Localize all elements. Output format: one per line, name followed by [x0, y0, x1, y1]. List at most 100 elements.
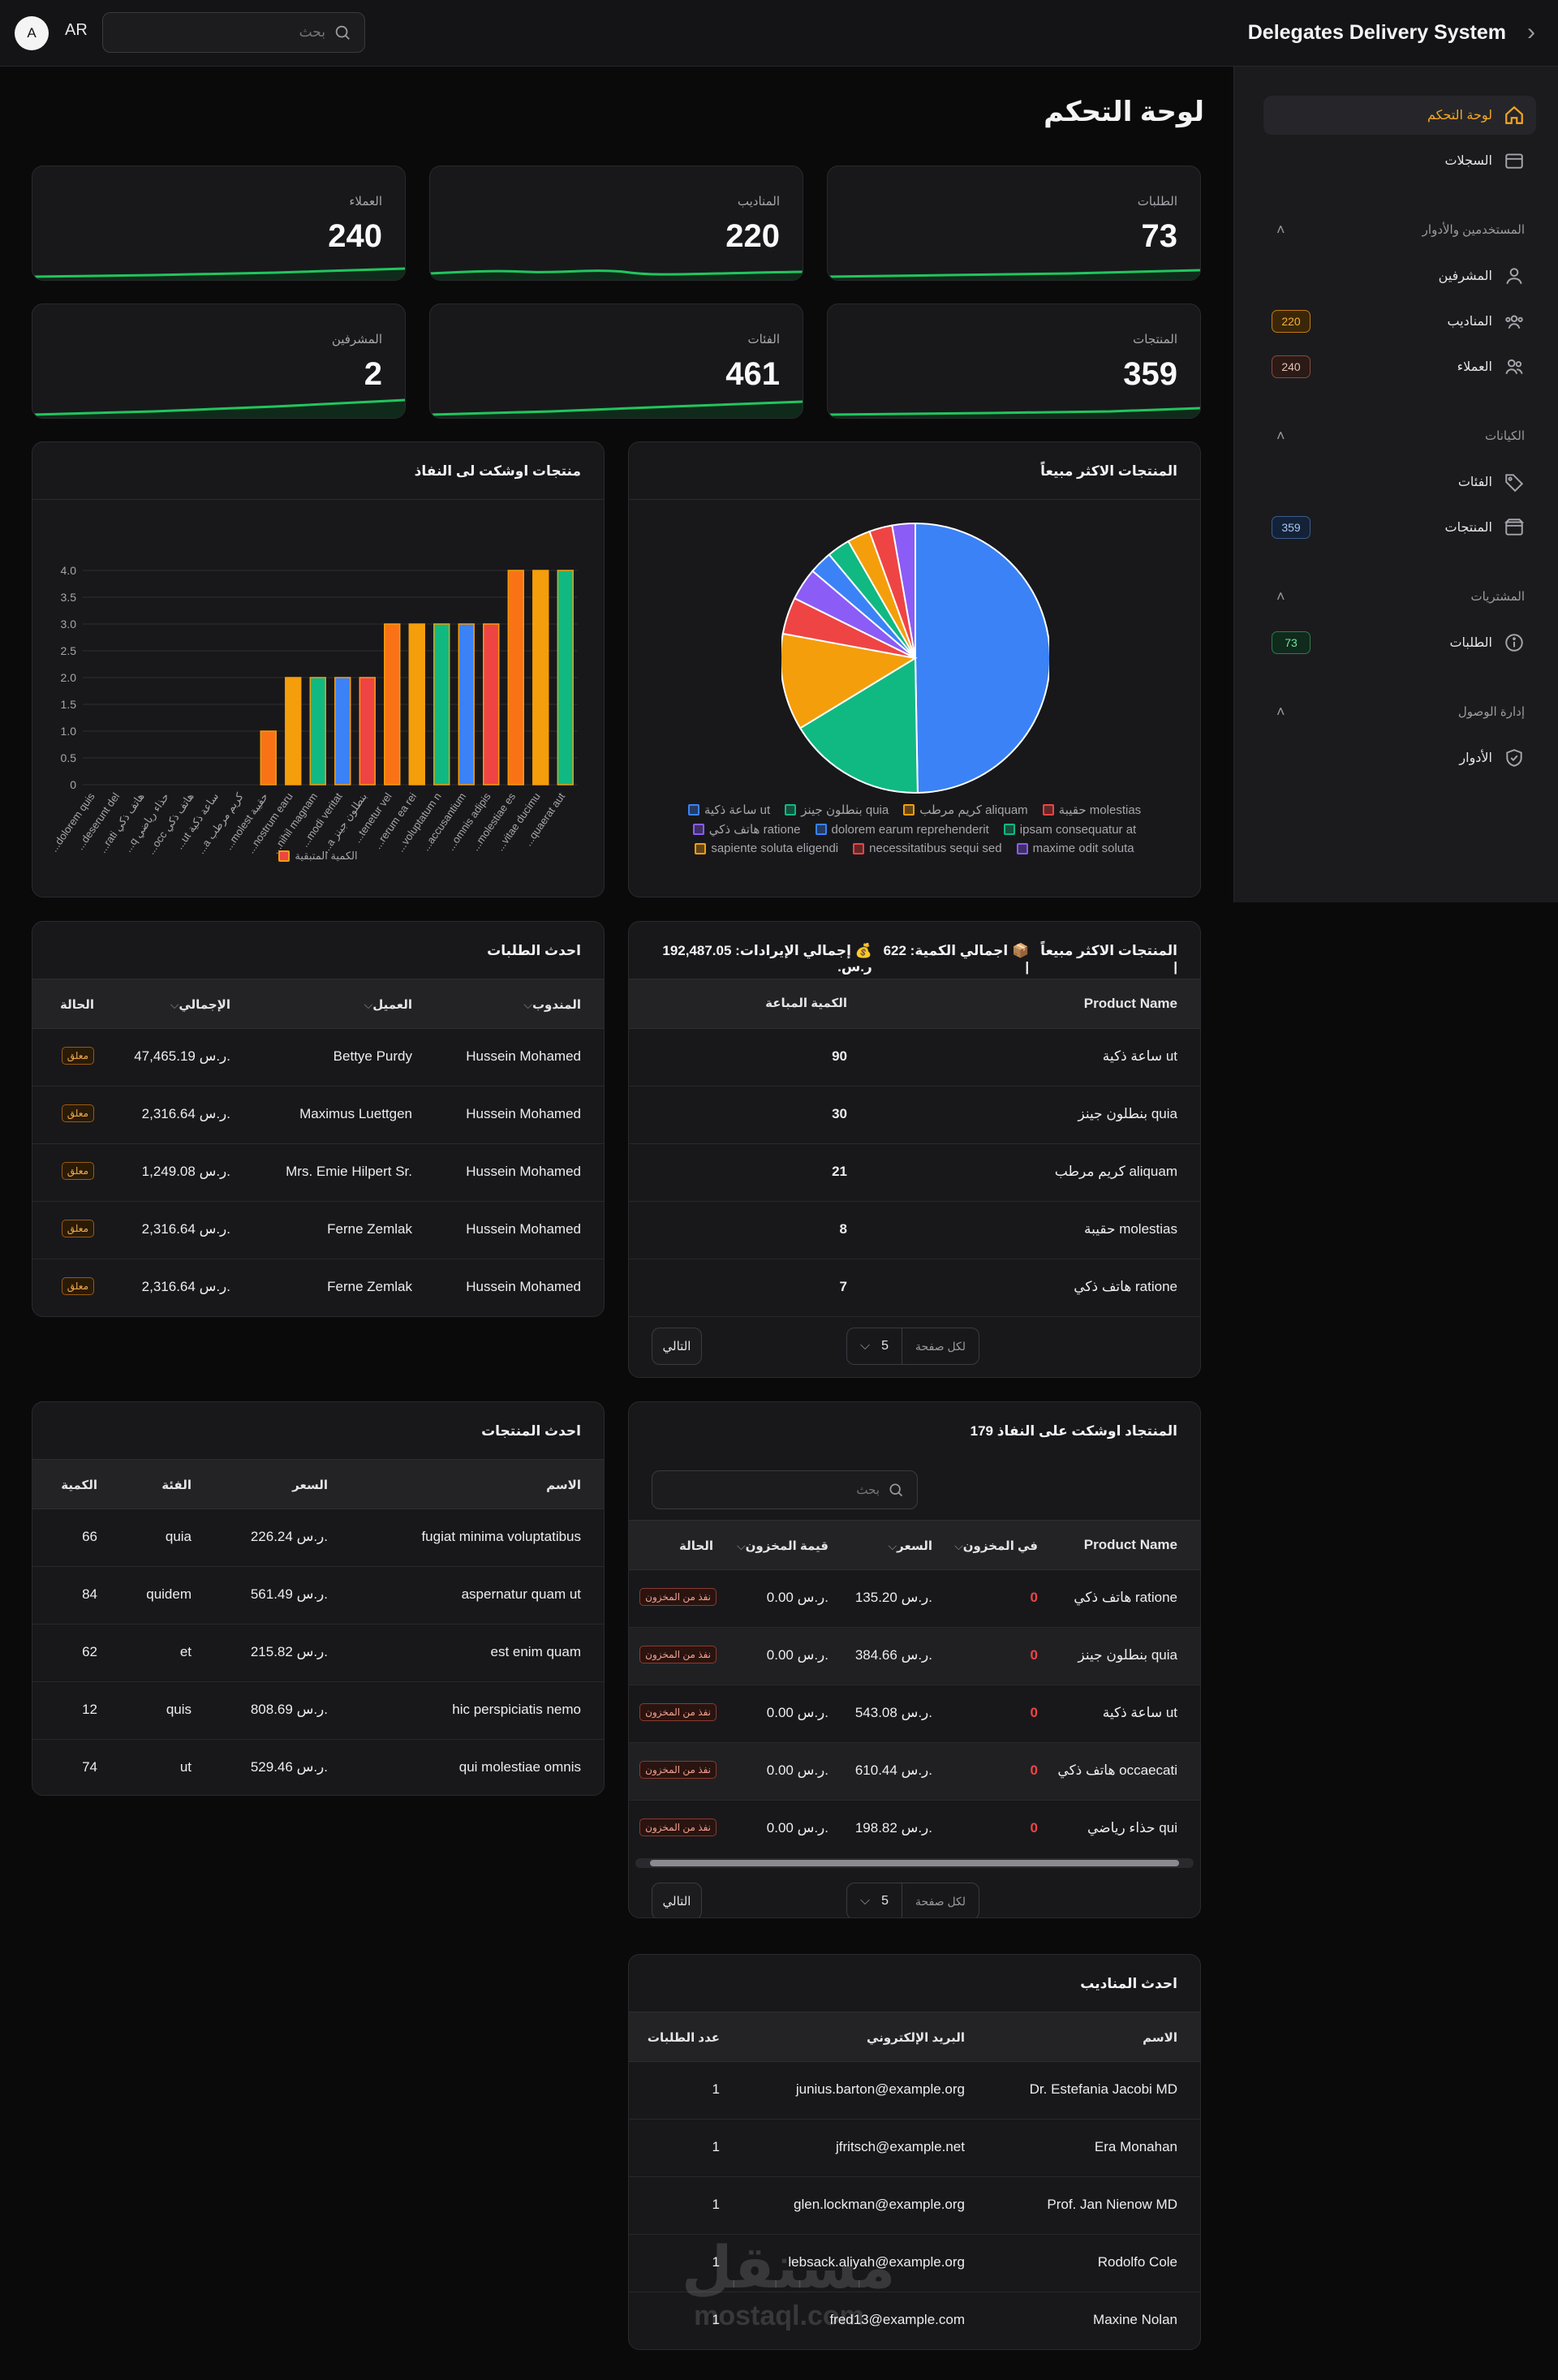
table-row[interactable]: بنطلون جينز quia 30: [629, 1087, 1200, 1144]
column-header-stock-value[interactable]: ⌵قيمة المخزون: [732, 1539, 828, 1553]
table-row[interactable]: بنطلون جينز quia 0 384.66 ر.س. 0.00 ر.س.…: [629, 1628, 1200, 1685]
chevron-right-icon[interactable]: ›: [1527, 19, 1535, 45]
sidebar-item-dashboard[interactable]: لوحة التحكم: [1263, 96, 1536, 135]
sidebar-group-users[interactable]: ˄ المستخدمين والأدوار: [1263, 217, 1536, 242]
table-row[interactable]: ساعة ذكية ut 0 543.08 ر.س. 0.00 ر.س. نفذ…: [629, 1685, 1200, 1743]
sidebar-item-logs[interactable]: السجلات: [1263, 141, 1536, 180]
legend-item[interactable]: بنطلون جينز quia: [785, 803, 889, 817]
table-row[interactable]: حقيبة molestias 8: [629, 1202, 1200, 1259]
table-row[interactable]: هاتف ذكي occaecati 0 610.44 ر.س. 0.00 ر.…: [629, 1743, 1200, 1801]
bar[interactable]: [483, 623, 500, 785]
bar[interactable]: [433, 623, 450, 785]
column-header-name[interactable]: Product Name: [1083, 996, 1177, 1011]
next-page-button[interactable]: التالي: [652, 1328, 702, 1365]
stat-card-categories[interactable]: الفئات 461: [429, 303, 803, 419]
table-row[interactable]: aspernatur quam ut 561.49 ر.س. quidem 84: [32, 1567, 604, 1625]
sidebar-item-categories[interactable]: الفئات: [1263, 463, 1536, 501]
bar[interactable]: [557, 570, 574, 785]
stat-card-products[interactable]: المنتجات 359: [827, 303, 1201, 419]
table-row[interactable]: Prof. Jan Nienow MD glen.lockman@example…: [629, 2177, 1200, 2235]
column-header-name[interactable]: الاسم: [1143, 2031, 1177, 2045]
bar[interactable]: [309, 677, 326, 785]
bar[interactable]: [384, 623, 401, 785]
stat-card-orders[interactable]: الطلبات 73: [827, 166, 1201, 281]
sidebar-group-purchases[interactable]: ˄ المشتريات: [1263, 584, 1536, 609]
sidebar-item-supervisors[interactable]: المشرفين: [1263, 256, 1536, 295]
table-row[interactable]: ساعة ذكية ut 90: [629, 1029, 1200, 1087]
sidebar-item-orders[interactable]: 73 الطلبات: [1263, 623, 1536, 662]
column-header-customer[interactable]: ⌵العميل: [359, 997, 412, 1012]
legend-item[interactable]: dolorem earum reprehenderit: [815, 822, 989, 837]
column-header-orders[interactable]: عدد الطلبات: [647, 2031, 720, 2045]
bar[interactable]: [334, 677, 351, 785]
horizontal-scrollbar[interactable]: [635, 1858, 1194, 1868]
table-row[interactable]: Maxine Nolan fred13@example.com 1: [629, 2292, 1200, 2349]
legend-item[interactable]: ساعة ذكية ut: [687, 803, 770, 817]
bar[interactable]: [260, 730, 277, 785]
table-row[interactable]: qui molestiae omnis 529.46 ر.س. ut 74: [32, 1740, 604, 1795]
pie-slice[interactable]: [891, 522, 916, 659]
pie-slice[interactable]: [781, 632, 918, 729]
table-row[interactable]: Hussein Mohamed Bettye Purdy 47,465.19 ر…: [32, 1029, 604, 1087]
scrollbar-thumb[interactable]: [650, 1860, 1179, 1866]
bar[interactable]: [408, 623, 425, 785]
global-search-input[interactable]: [131, 24, 325, 41]
column-header-name[interactable]: الاسم: [546, 1478, 581, 1492]
legend-item[interactable]: كريم مرطب aliquam: [903, 803, 1028, 817]
sidebar-item-customers[interactable]: 240 العملاء: [1263, 347, 1536, 386]
table-row[interactable]: كريم مرطب aliquam 21: [629, 1144, 1200, 1202]
table-row[interactable]: Rodolfo Cole lebsack.aliyah@example.org …: [629, 2235, 1200, 2292]
legend-item[interactable]: sapiente soluta eligendi: [695, 841, 838, 855]
column-header-delegate[interactable]: ⌵المندوب: [519, 997, 581, 1012]
bar-chart[interactable]: 00.51.01.52.02.53.03.54.0...dolorem quis…: [32, 499, 605, 856]
table-row[interactable]: fugiat minima voluptatibus 226.24 ر.س. q…: [32, 1509, 604, 1567]
table-row[interactable]: Dr. Estefania Jacobi MD junius.barton@ex…: [629, 2062, 1200, 2120]
column-header-stock[interactable]: ⌵في المخزون: [949, 1539, 1038, 1553]
table-row[interactable]: est enim quam 215.82 ر.س. et 62: [32, 1625, 604, 1682]
table-row[interactable]: هاتف ذكي ratione 0 135.20 ر.س. 0.00 ر.س.…: [629, 1570, 1200, 1628]
legend-item[interactable]: necessitatibus sequi sed: [853, 841, 1002, 855]
avatar[interactable]: A: [15, 16, 49, 50]
pie-slice[interactable]: [915, 522, 1049, 794]
next-page-button[interactable]: التالي: [652, 1883, 702, 1917]
sidebar-item-delegates[interactable]: 220 المناديب: [1263, 302, 1536, 341]
table-row[interactable]: حذاء رياضي qui 0 198.82 ر.س. 0.00 ر.س. ن…: [629, 1801, 1200, 1858]
stat-card-customers[interactable]: العملاء 240: [32, 166, 406, 281]
table-row[interactable]: Era Monahan jfritsch@example.net 1: [629, 2120, 1200, 2177]
sidebar-group-access[interactable]: ˄ إدارة الوصول: [1263, 699, 1536, 724]
table-row[interactable]: Hussein Mohamed Ferne Zemlak 2,316.64 ر.…: [32, 1259, 604, 1316]
bar[interactable]: [507, 570, 524, 785]
legend-item[interactable]: maxime odit soluta: [1016, 841, 1134, 855]
per-page-select[interactable]: لكل صفحة ⌵ 5: [846, 1883, 980, 1917]
table-row[interactable]: hic perspiciatis nemo 808.69 ر.س. quis 1…: [32, 1682, 604, 1740]
legend-item[interactable]: الكمية المتبقية: [278, 850, 358, 863]
column-header-quantity[interactable]: الكمية المباعة: [765, 996, 847, 1010]
stat-card-supervisors[interactable]: المشرفين 2: [32, 303, 406, 419]
pie-chart[interactable]: [781, 520, 1049, 796]
table-row[interactable]: هاتف ذكي ratione 7: [629, 1259, 1200, 1317]
bar[interactable]: [532, 570, 549, 785]
language-switch[interactable]: AR: [65, 21, 88, 39]
sidebar-item-products[interactable]: 359 المنتجات: [1263, 508, 1536, 547]
low-stock-search-input[interactable]: [701, 1483, 880, 1497]
column-header-name[interactable]: Product Name: [1083, 1537, 1177, 1552]
column-header-status[interactable]: الحالة: [60, 998, 94, 1012]
legend-item[interactable]: هاتف ذكي ratione: [692, 822, 801, 837]
column-header-price[interactable]: ⌵السعر: [884, 1539, 932, 1553]
column-header-quantity[interactable]: الكمية: [61, 1478, 97, 1492]
sidebar-item-roles[interactable]: الأدوار: [1263, 738, 1536, 777]
bar[interactable]: [359, 677, 376, 785]
per-page-select[interactable]: لكل صفحة ⌵ 5: [846, 1328, 980, 1365]
pie-slice[interactable]: [798, 656, 919, 794]
column-header-email[interactable]: البريد الإلكتروني: [867, 2031, 965, 2045]
column-header-status[interactable]: الحالة: [679, 1539, 713, 1553]
legend-item[interactable]: حقيبة molestias: [1042, 803, 1141, 817]
sidebar-group-entities[interactable]: ˄ الكيانات: [1263, 424, 1536, 448]
column-header-total[interactable]: ⌵الإجمالي: [166, 997, 230, 1012]
column-header-category[interactable]: الفئة: [161, 1478, 192, 1492]
table-row[interactable]: Hussein Mohamed Maximus Luettgen 2,316.6…: [32, 1087, 604, 1144]
stat-card-delegates[interactable]: المناديب 220: [429, 166, 803, 281]
bar[interactable]: [285, 677, 302, 785]
table-row[interactable]: Hussein Mohamed Mrs. Emie Hilpert Sr. 1,…: [32, 1144, 604, 1202]
table-row[interactable]: Hussein Mohamed Ferne Zemlak 2,316.64 ر.…: [32, 1202, 604, 1259]
